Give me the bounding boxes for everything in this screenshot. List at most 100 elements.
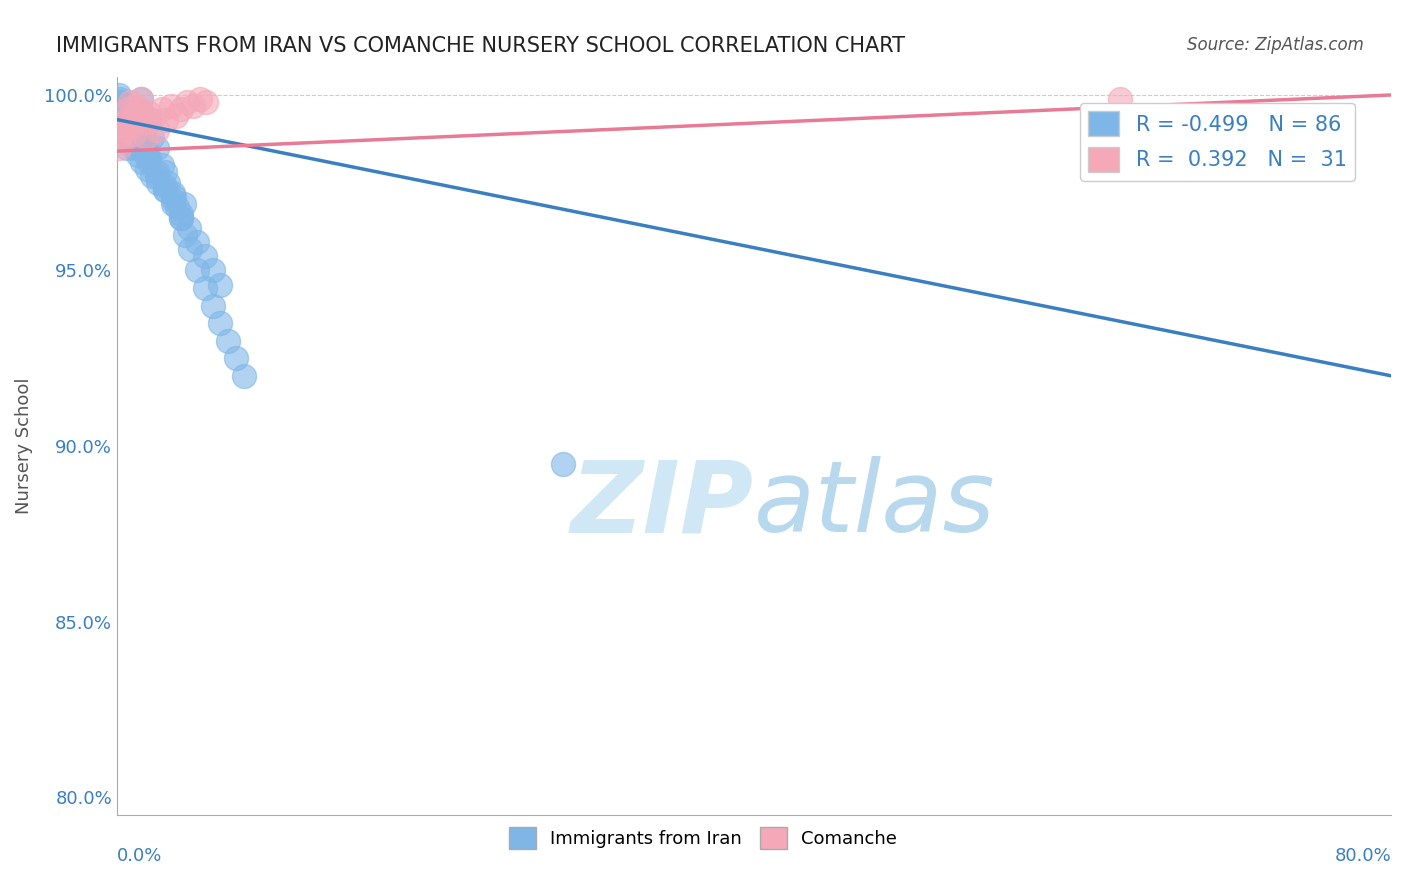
Point <box>114 123 136 137</box>
Point <box>146 141 169 155</box>
Text: IMMIGRANTS FROM IRAN VS COMANCHE NURSERY SCHOOL CORRELATION CHART: IMMIGRANTS FROM IRAN VS COMANCHE NURSERY… <box>56 36 905 55</box>
Point <box>179 243 201 257</box>
Point <box>124 120 146 134</box>
Point <box>128 102 150 116</box>
Point <box>153 165 176 179</box>
Point <box>107 87 129 102</box>
Point <box>176 95 198 109</box>
Point <box>127 112 149 127</box>
Text: ZIP: ZIP <box>571 457 754 553</box>
Point <box>141 112 163 127</box>
Y-axis label: Nursery School: Nursery School <box>15 377 32 515</box>
Point <box>125 98 148 112</box>
Point <box>111 116 134 130</box>
Point <box>108 130 131 145</box>
Point <box>114 109 136 123</box>
Point <box>114 109 136 123</box>
Point <box>138 112 160 127</box>
Point <box>146 123 169 137</box>
Text: atlas: atlas <box>754 457 995 553</box>
Point <box>131 154 153 169</box>
Point <box>117 127 139 141</box>
Point <box>153 183 176 197</box>
Point <box>153 183 176 197</box>
Point <box>138 154 160 169</box>
Point <box>162 196 184 211</box>
Point <box>108 95 131 109</box>
Point <box>150 158 173 172</box>
Point <box>120 120 142 134</box>
Point <box>118 120 141 134</box>
Point <box>135 147 157 161</box>
Point <box>170 207 193 221</box>
Point <box>162 186 184 201</box>
Point <box>131 105 153 120</box>
Point <box>127 147 149 161</box>
Point <box>141 130 163 145</box>
Point <box>177 221 200 235</box>
Point <box>117 116 139 130</box>
Point <box>129 141 152 155</box>
Point <box>129 91 152 105</box>
Point <box>170 102 193 116</box>
Point <box>217 334 239 348</box>
Point <box>114 112 136 127</box>
Point <box>115 112 138 127</box>
Point <box>112 102 135 116</box>
Point <box>193 281 215 295</box>
Point <box>122 102 145 116</box>
Point <box>117 98 139 112</box>
Point <box>155 112 177 127</box>
Point <box>117 102 139 116</box>
Point <box>127 109 149 123</box>
Point <box>163 190 186 204</box>
Point <box>128 130 150 145</box>
Point <box>1109 91 1132 105</box>
Point <box>138 105 160 120</box>
Point <box>125 130 148 145</box>
Point <box>138 151 160 165</box>
Point <box>111 102 134 116</box>
Point <box>170 211 193 225</box>
Point <box>112 134 135 148</box>
Point <box>108 95 131 109</box>
Point <box>183 98 205 112</box>
Point <box>111 98 134 112</box>
Point <box>233 368 256 383</box>
Point <box>170 211 193 225</box>
Point <box>162 194 184 208</box>
Point <box>146 169 169 183</box>
Point <box>146 165 169 179</box>
Point <box>124 127 146 141</box>
Point <box>129 91 152 105</box>
Point <box>112 105 135 120</box>
Point <box>153 179 176 194</box>
Point <box>201 299 224 313</box>
Point <box>132 123 155 137</box>
Point <box>188 91 211 105</box>
Point <box>115 112 138 127</box>
Point <box>148 176 170 190</box>
Point <box>173 196 195 211</box>
Point <box>111 98 134 112</box>
Point <box>195 95 218 109</box>
Point <box>160 98 183 112</box>
Point <box>108 123 131 137</box>
Point <box>118 112 141 127</box>
Point <box>135 144 157 158</box>
Point <box>120 127 142 141</box>
Point <box>122 123 145 137</box>
Point <box>108 91 131 105</box>
Point <box>150 102 173 116</box>
Point <box>129 137 152 152</box>
Point <box>122 127 145 141</box>
Point <box>125 134 148 148</box>
Point <box>136 161 159 176</box>
Point <box>131 109 153 123</box>
Text: Source: ZipAtlas.com: Source: ZipAtlas.com <box>1187 36 1364 54</box>
Point <box>135 130 157 145</box>
Point <box>111 130 134 145</box>
Point <box>174 228 197 243</box>
Point <box>225 351 247 366</box>
Point <box>193 250 215 264</box>
